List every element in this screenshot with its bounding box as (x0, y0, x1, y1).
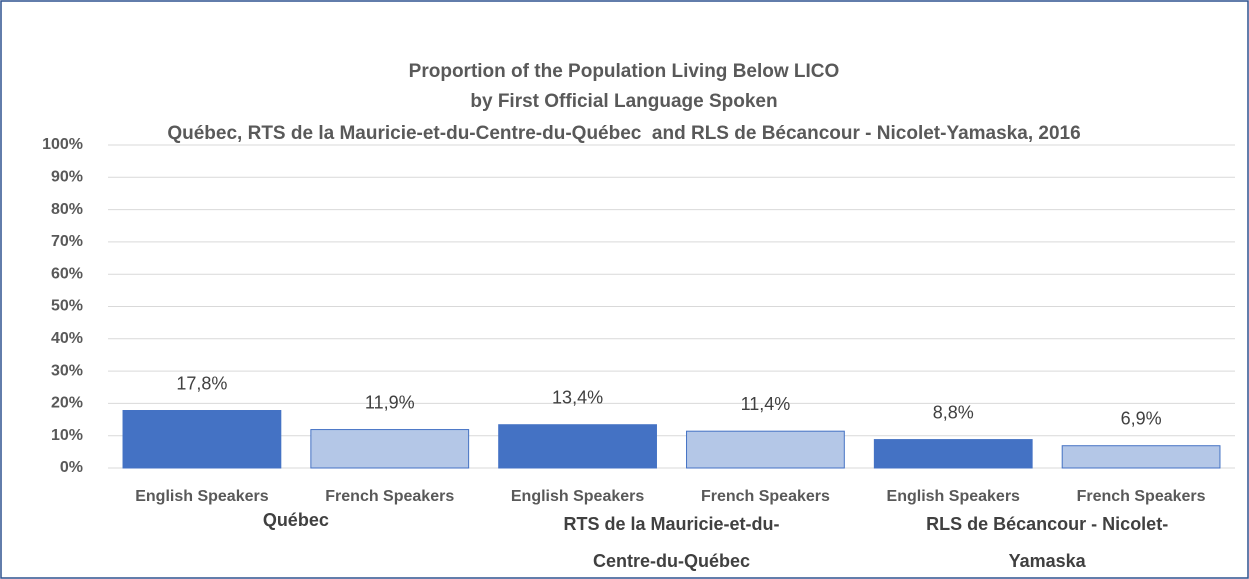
x-tick-label: French Speakers (1077, 488, 1206, 505)
group-label: Centre-du-Québec (593, 551, 750, 571)
chart-subtitle: by First Official Language Spoken (470, 91, 777, 112)
y-tick-label: 20% (51, 395, 83, 412)
group-label: RLS de Bécancour - Nicolet- (926, 514, 1168, 534)
y-tick-label: 90% (51, 169, 83, 186)
chart-subtitle: Québec, RTS de la Mauricie-et-du-Centre-… (167, 123, 1080, 144)
y-tick-label: 40% (51, 330, 83, 347)
group-label: Yamaska (1009, 551, 1087, 571)
y-tick-label: 80% (51, 201, 83, 218)
chart-title: Proportion of the Population Living Belo… (409, 61, 840, 82)
y-tick-label: 50% (51, 298, 83, 315)
group-label: Québec (263, 510, 329, 530)
value-label: 6,9% (1121, 408, 1162, 428)
bar (122, 410, 282, 469)
value-label: 8,8% (933, 402, 974, 422)
x-tick-label: English Speakers (511, 488, 644, 505)
group-label: RTS de la Mauricie-et-du- (563, 514, 779, 534)
bar (873, 439, 1033, 469)
bar (686, 430, 845, 469)
y-tick-label: 30% (51, 362, 83, 379)
value-label: 11,9% (365, 392, 415, 412)
y-tick-label: 0% (60, 459, 83, 476)
bar (1061, 445, 1221, 469)
y-tick-label: 10% (51, 427, 83, 444)
value-label: 13,4% (552, 387, 603, 407)
x-tick-label: English Speakers (887, 488, 1020, 505)
value-label: 17,8% (176, 373, 227, 393)
y-tick-label: 70% (51, 233, 83, 250)
bar (498, 424, 657, 469)
bar (310, 429, 470, 469)
x-tick-label: French Speakers (701, 488, 830, 505)
y-tick-label: 60% (51, 265, 83, 282)
x-tick-label: French Speakers (325, 488, 454, 505)
value-label: 11,4% (741, 394, 791, 414)
x-tick-label: English Speakers (135, 488, 268, 505)
y-tick-label: 100% (42, 136, 83, 153)
